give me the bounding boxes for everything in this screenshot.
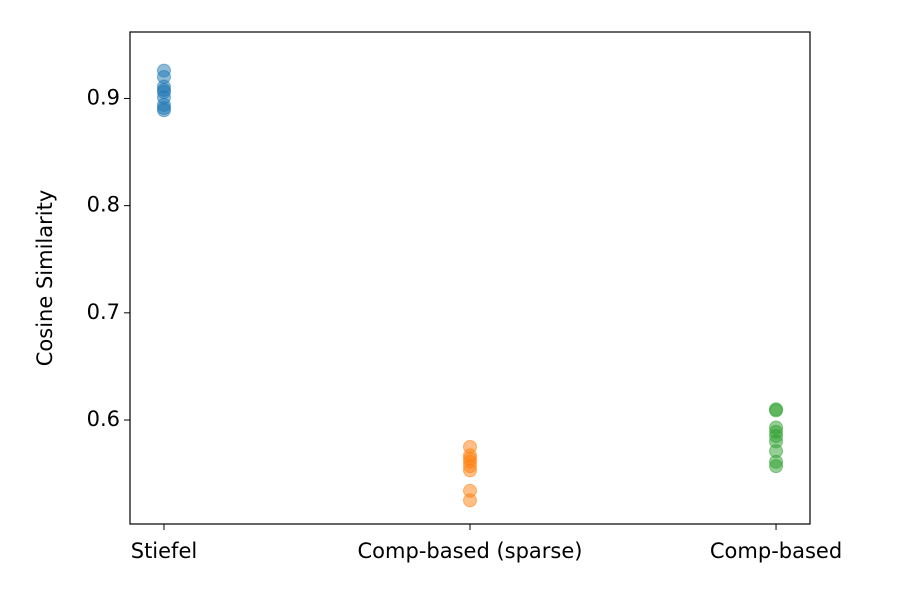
point (769, 403, 784, 418)
point (463, 463, 477, 478)
y-tick-label: 0.9 (87, 85, 120, 109)
y-axis-label: Cosine Similarity (33, 190, 57, 366)
x-tick-label: Comp-based (710, 539, 842, 563)
point (463, 493, 477, 508)
point (156, 103, 171, 118)
x-tick-label: Comp-based (sparse) (358, 539, 583, 563)
x-tick-label: Stiefel (131, 539, 197, 563)
y-tick-label: 0.7 (87, 300, 120, 324)
point (769, 459, 784, 474)
y-tick-label: 0.6 (87, 407, 120, 431)
y-tick-label: 0.8 (87, 193, 120, 217)
